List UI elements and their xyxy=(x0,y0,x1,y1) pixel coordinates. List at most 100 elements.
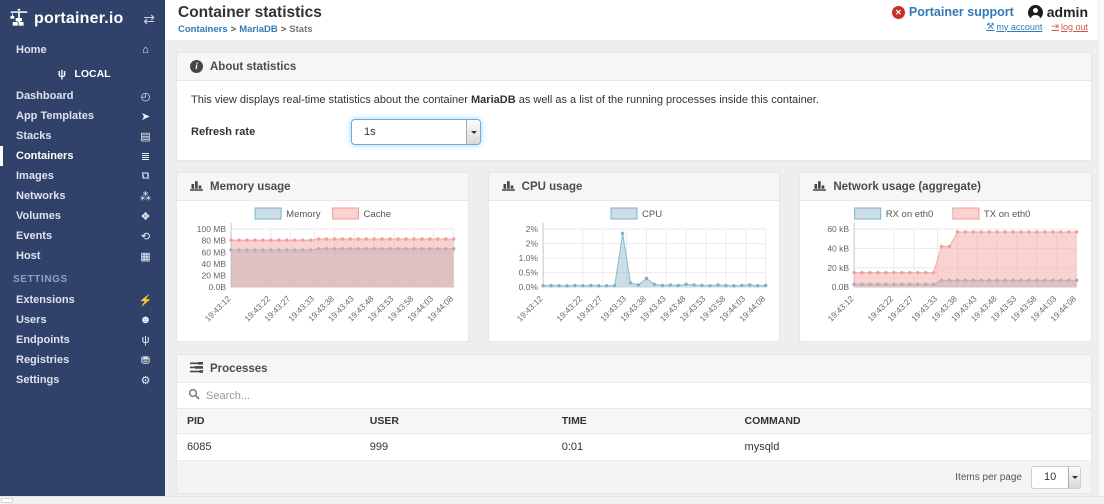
chart-area: RX on eth0 TX on eth0 60 kB 40 kB 20 kB 0.0B 1… xyxy=(800,201,1091,341)
bar-chart-icon xyxy=(501,180,515,194)
chart-title: CPU usage xyxy=(521,180,583,193)
sidebar-nav-top: Home ⌂ xyxy=(0,38,165,62)
breadcrumb: Containers > MariaDB > Stats xyxy=(178,24,1088,35)
svg-text:Memory: Memory xyxy=(286,209,321,220)
tasks-icon xyxy=(190,361,203,376)
svg-text:0.0%: 0.0% xyxy=(518,282,538,292)
sign-out-icon: ⇥ xyxy=(1051,21,1059,31)
horizontal-scrollbar[interactable] xyxy=(0,496,1104,504)
log-out-link[interactable]: ⇥ log out xyxy=(1051,21,1088,32)
chart-panel-header: Network usage (aggregate) xyxy=(800,173,1092,201)
refresh-rate-select[interactable]: 1s xyxy=(351,119,481,145)
dashboard-icon: ◴ xyxy=(140,90,151,103)
sidebar-item-dashboard[interactable]: Dashboard ◴ xyxy=(0,86,165,106)
logo-text: portainer.io xyxy=(34,10,124,27)
processes-footer: Items per page 10 xyxy=(177,461,1091,494)
panel-network-usage-aggregate: Network usage (aggregate) RX on eth0 TX on… xyxy=(799,172,1093,343)
events-icon: ⟲ xyxy=(140,230,151,243)
home-icon: ⌂ xyxy=(142,44,149,56)
legend-item[interactable]: Cache xyxy=(331,207,392,220)
container-name: MariaDB xyxy=(471,94,516,106)
svg-text:100 MB: 100 MB xyxy=(197,224,227,234)
svg-text:0.0B: 0.0B xyxy=(209,282,227,292)
items-per-page-select[interactable]: 10 xyxy=(1031,465,1081,489)
column-header: COMMAND xyxy=(734,409,1091,435)
svg-text:60 kB: 60 kB xyxy=(828,224,850,234)
breadcrumb-link[interactable]: MariaDB xyxy=(239,24,278,35)
sidebar-item-users[interactable]: Users ☻ xyxy=(0,310,165,330)
svg-text:19:43:12: 19:43:12 xyxy=(203,293,233,323)
about-description: This view displays real-time statistics … xyxy=(191,94,819,106)
processes-search-row xyxy=(177,383,1091,410)
legend-item[interactable]: TX on eth0 xyxy=(952,207,1031,220)
bar-chart-icon xyxy=(813,180,827,194)
sidebar-item-label: Home xyxy=(16,44,47,56)
svg-text:Cache: Cache xyxy=(364,209,392,220)
sidebar-nav-settings: Extensions ⚡ Users ☻ Endpoints ψ Registries ⛃ Se… xyxy=(0,290,165,390)
sidebar-item-app-templates[interactable]: App Templates ➤ xyxy=(0,106,165,126)
host-icon: ▦ xyxy=(140,250,151,263)
sidebar-item-host[interactable]: Host ▦ xyxy=(0,246,165,266)
sidebar: portainer.io ⇄ Home ⌂ ψ LOCAL Dashboard ◴ A… xyxy=(0,0,165,496)
chart-panel-header: Memory usage xyxy=(177,173,468,201)
content: i About statistics This view displays re… xyxy=(165,40,1104,496)
sidebar-settings-header: SETTINGS xyxy=(13,274,68,285)
svg-text:20 kB: 20 kB xyxy=(828,263,850,273)
sidebar-item-extensions[interactable]: Extensions ⚡ xyxy=(0,290,165,310)
sidebar-item-label: Users xyxy=(16,314,47,326)
sidebar-collapse-icon[interactable]: ⇄ xyxy=(143,10,155,27)
breadcrumb-link[interactable]: Containers xyxy=(178,24,228,35)
about-panel-header: i About statistics xyxy=(177,53,1091,81)
endpoint-label[interactable]: ψ LOCAL xyxy=(0,62,165,86)
vertical-scrollbar[interactable] xyxy=(1098,0,1104,496)
sidebar-item-containers[interactable]: Containers ≣ xyxy=(0,146,165,166)
sidebar-item-registries[interactable]: Registries ⛃ xyxy=(0,350,165,370)
portainer-support-link[interactable]: ✕ Portainer support xyxy=(891,5,1014,19)
sidebar-item-images[interactable]: Images ⧉ xyxy=(0,166,165,186)
sidebar-item-label: Containers xyxy=(16,150,74,162)
svg-text:40 MB: 40 MB xyxy=(201,259,226,269)
breadcrumb-separator: > xyxy=(280,24,287,35)
sidebar-item-events[interactable]: Events ⟲ xyxy=(0,226,165,246)
svg-text:60 MB: 60 MB xyxy=(201,247,226,257)
sidebar-item-volumes[interactable]: Volumes ❖ xyxy=(0,206,165,226)
svg-text:0.0B: 0.0B xyxy=(832,282,850,292)
logo-row: portainer.io ⇄ xyxy=(0,0,165,38)
sidebar-nav-menu: Dashboard ◴ App Templates ➤ Stacks ▤ Container… xyxy=(0,86,165,266)
panel-about-statistics: i About statistics This view displays re… xyxy=(176,52,1092,161)
sidebar-item-label: Settings xyxy=(16,374,60,386)
search-icon xyxy=(188,387,200,405)
svg-text:TX on eth0: TX on eth0 xyxy=(984,209,1031,220)
legend-item[interactable]: CPU xyxy=(610,207,662,220)
user-menu[interactable]: admin xyxy=(1027,4,1088,20)
column-header: PID xyxy=(177,409,360,435)
processes-table: PID USER TIME COMMAND 6085 999 0:01 mysqld xyxy=(177,409,1091,462)
rocket-icon: ➤ xyxy=(140,110,151,123)
registries-icon: ⛃ xyxy=(140,354,151,367)
my-account-link[interactable]: ⚒ my account xyxy=(986,21,1043,32)
sidebar-item-home[interactable]: Home ⌂ xyxy=(0,38,165,62)
sidebar-item-stacks[interactable]: Stacks ▤ xyxy=(0,126,165,146)
sidebar-item-settings[interactable]: Settings ⚙ xyxy=(0,370,165,390)
sidebar-item-label: Host xyxy=(16,250,41,262)
bar-chart-icon xyxy=(190,180,203,194)
table-cell: 999 xyxy=(359,433,552,462)
portainer-logo-icon xyxy=(9,8,29,31)
table-cell: 0:01 xyxy=(551,433,735,462)
search-input[interactable] xyxy=(206,389,1080,402)
table-cell: mysqld xyxy=(734,433,1091,462)
about-panel-body: This view displays real-time statistics … xyxy=(177,81,1091,160)
sidebar-item-label: Endpoints xyxy=(16,334,70,346)
wrench-icon: ⚒ xyxy=(986,21,995,31)
chart-area: CPU 2% 2% 1.0% 0.5% 0.0% 19:43:12 19:43:22 19:43… xyxy=(489,201,780,341)
sidebar-item-endpoints[interactable]: Endpoints ψ xyxy=(0,330,165,350)
scrollbar-thumb[interactable] xyxy=(1,498,13,503)
svg-text:20 MB: 20 MB xyxy=(201,271,226,281)
users-icon: ☻ xyxy=(139,314,152,326)
topbar: Container statistics Containers > MariaDB >… xyxy=(165,0,1104,40)
legend-item[interactable]: Memory xyxy=(254,207,321,220)
legend-item[interactable]: RX on eth0 xyxy=(854,207,934,220)
sidebar-item-networks[interactable]: Networks ⁂ xyxy=(0,186,165,206)
processes-panel-header: Processes xyxy=(177,355,1091,384)
